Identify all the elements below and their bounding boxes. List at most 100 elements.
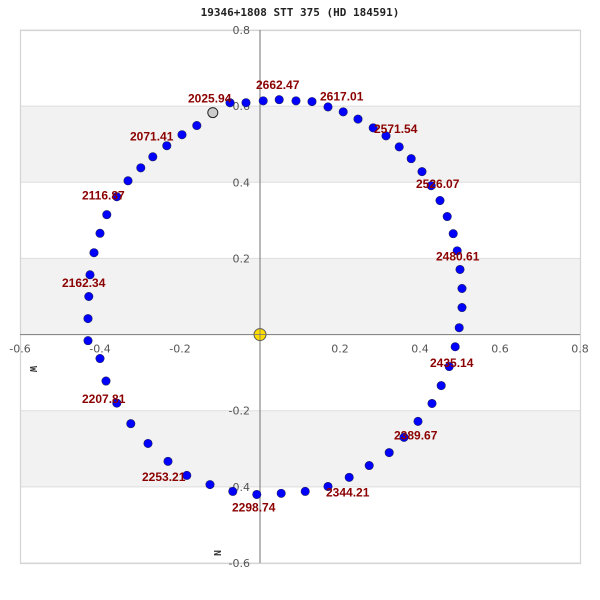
orbit-point — [448, 229, 458, 239]
epoch-label: 2480.61 — [436, 249, 480, 263]
orbit-point — [435, 196, 445, 206]
orbit-point — [344, 472, 354, 482]
orbit-point — [83, 336, 93, 346]
orbit-point — [276, 488, 286, 498]
chart-title: 19346+1808 STT 375 (HD 184591) — [200, 6, 400, 19]
orbit-points — [83, 95, 467, 499]
orbit-point — [162, 141, 172, 151]
orbit-point — [95, 228, 105, 238]
epoch-label: 2025.94 — [188, 91, 232, 105]
orbit-point — [353, 114, 363, 124]
orbit-point — [258, 96, 268, 106]
epoch-label: 2253.21 — [142, 470, 186, 484]
epoch-label: 2162.34 — [62, 276, 106, 290]
grid-bands — [20, 106, 580, 487]
orbit-point — [136, 163, 146, 173]
orbit-point — [163, 456, 173, 466]
orbit-point — [182, 470, 192, 480]
epoch-label: 2571.54 — [374, 122, 418, 136]
epoch-label: 2435.14 — [430, 356, 474, 370]
orbit-point — [84, 291, 94, 301]
orbit-point — [300, 486, 310, 496]
y-tick-label: 0.4 — [233, 176, 251, 189]
orbit-point — [427, 398, 437, 408]
x-axis-label: W — [27, 366, 38, 373]
orbit-point — [436, 381, 446, 391]
x-tick-label: -0.6 — [9, 343, 30, 356]
orbit-point — [452, 246, 462, 256]
orbit-point — [89, 248, 99, 258]
orbit-point — [83, 314, 93, 324]
orbit-point — [85, 270, 95, 280]
orbit-point — [102, 210, 112, 220]
orbit-point — [406, 154, 416, 164]
orbit-point — [417, 167, 427, 177]
orbit-point — [364, 461, 374, 471]
orbit-point — [394, 142, 404, 152]
orbit-point — [225, 98, 235, 108]
grid-band — [20, 258, 580, 335]
orbit-point — [338, 107, 348, 117]
orbit-point — [450, 342, 460, 352]
orbit-point — [307, 97, 317, 107]
orbit-point — [112, 398, 122, 408]
epoch-label: 2116.87 — [82, 188, 125, 202]
y-tick-label: 0.8 — [233, 24, 251, 37]
tick-labels: -0.6 -0.4 -0.2 0.2 0.4 0.6 0.80.80.60.40.2-0.2… — [9, 24, 588, 570]
orbit-point — [143, 438, 153, 448]
y-tick-label: 0.2 — [233, 252, 251, 265]
orbit-point — [368, 123, 378, 133]
epoch-label: 2344.21 — [326, 485, 370, 499]
orbit-point — [442, 212, 452, 222]
orbit-point — [101, 376, 111, 386]
y-tick-label: -0.6 — [229, 557, 250, 570]
orbit-point — [457, 303, 467, 313]
orbit-point — [454, 323, 464, 333]
primary-star — [253, 328, 267, 342]
y-tick-label: -0.2 — [229, 405, 250, 418]
orbit-point — [205, 480, 215, 490]
y-axis-label: N — [211, 550, 222, 556]
epoch-label: 2389.67 — [394, 428, 438, 442]
orbit-point — [457, 284, 467, 294]
orbit-point — [95, 354, 105, 364]
orbit-point — [274, 95, 284, 105]
orbit-point — [228, 486, 238, 496]
orbit-point — [241, 98, 251, 108]
x-tick-label: 0.6 — [491, 343, 509, 356]
grid-band — [20, 106, 580, 183]
orbit-point — [455, 264, 465, 274]
x-tick-label: 0.4 — [411, 343, 429, 356]
x-tick-label: 0.8 — [571, 343, 589, 356]
x-tick-label: -0.4 — [89, 343, 110, 356]
orbit-point — [323, 481, 333, 491]
epoch-label: 2617.01 — [320, 89, 364, 103]
epoch-label: 2207.81 — [82, 392, 126, 406]
orbit-point — [413, 416, 423, 426]
orbit-point — [112, 192, 122, 202]
current-position-marker — [207, 107, 219, 119]
orbit-point — [444, 362, 454, 372]
orbit-point — [177, 130, 187, 140]
orbit-point — [192, 121, 202, 131]
epoch-label: 2298.74 — [232, 501, 276, 515]
epoch-labels: 2662.47 2617.01 2571.54 2526.07 2480.61 2435.… — [62, 78, 480, 515]
epoch-label: 2526.07 — [416, 177, 460, 191]
orbit-point — [323, 102, 333, 112]
x-tick-label: 0.2 — [331, 343, 349, 356]
orbit-point — [126, 419, 136, 429]
orbit-point — [252, 489, 262, 499]
x-tick-label: -0.2 — [169, 343, 190, 356]
epoch-label: 2662.47 — [256, 78, 300, 92]
epoch-label: 2071.41 — [130, 129, 174, 143]
orbit-point — [381, 131, 391, 141]
plot-frame — [19, 29, 582, 565]
orbit-point — [426, 181, 436, 191]
orbit-point — [384, 448, 394, 458]
grid-band — [20, 410, 580, 487]
axes — [20, 30, 580, 563]
orbit-point — [399, 432, 409, 442]
orbit-point — [291, 96, 301, 106]
orbit-point — [123, 176, 133, 186]
